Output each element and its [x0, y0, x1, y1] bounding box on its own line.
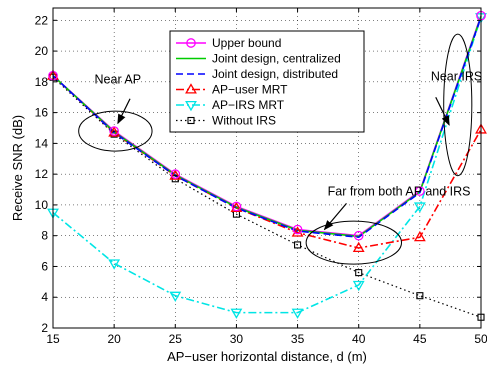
data-point-s3-p5 — [352, 241, 365, 253]
data-point-s4-p5 — [352, 280, 365, 292]
y-tick-label: 14 — [35, 136, 49, 150]
annotations: Near AP Far from both AP and IRS Near IRS — [78, 33, 482, 265]
series-markers — [47, 10, 487, 321]
legend-label-4: AP−IRS MRT — [212, 98, 285, 112]
annotation-ellipse-2 — [443, 33, 473, 177]
annotation-arrow-1 — [323, 202, 347, 231]
legend-box — [169, 30, 365, 133]
y-tick-label: 2 — [41, 321, 48, 335]
data-point-s4-p3 — [230, 308, 243, 319]
data-point-s5-p6 — [416, 292, 424, 300]
legend-marker-5 — [187, 116, 195, 125]
y-tick-label: 12 — [35, 167, 49, 181]
data-point-s3-p4 — [291, 226, 304, 237]
y-tick-label: 22 — [35, 13, 49, 27]
y-tick-label: 16 — [35, 106, 49, 120]
data-point-s4-p2 — [169, 291, 182, 303]
y-tick-label: 6 — [41, 259, 48, 273]
x-tick-label: 50 — [474, 332, 487, 346]
grid-lines — [53, 8, 481, 328]
series-lines — [52, 15, 482, 318]
y-tick-label: 20 — [35, 44, 49, 58]
x-tick-label: 20 — [107, 332, 121, 346]
data-point-s0-p3 — [231, 201, 242, 212]
x-tick-label: 30 — [230, 332, 244, 346]
axis-ticks: 15 20 25 30 35 40 45 50 2 4 6 8 10 12 14 16 18 20 22 — [35, 8, 487, 346]
legend-label-2: Joint design, distributed — [212, 67, 338, 81]
series-line-4 — [52, 16, 482, 314]
annotation-label-1: Far from both AP and IRS — [328, 185, 471, 199]
data-point-s4-p1 — [108, 259, 121, 270]
data-point-s3-p2 — [169, 169, 182, 180]
data-point-s4-p4 — [291, 308, 304, 319]
data-point-s5-p5 — [355, 269, 363, 277]
legend-marker-0 — [186, 38, 196, 48]
x-tick-label: 25 — [169, 332, 183, 346]
legend-label-0: Upper bound — [212, 36, 281, 50]
legend-label-5: Without IRS — [212, 114, 276, 128]
series-line-5 — [52, 76, 482, 318]
x-tick-label: 35 — [291, 332, 305, 346]
data-point-s5-p4 — [294, 241, 302, 249]
data-point-s3-p1 — [108, 126, 121, 137]
annotation-arrow-0 — [117, 98, 131, 125]
data-point-s4-p6 — [413, 202, 426, 213]
data-point-s3-p3 — [230, 201, 243, 213]
annotation-ellipse-0 — [78, 110, 153, 152]
y-axis-label: Receive SNR (dB) — [10, 115, 25, 221]
data-point-s0-p5 — [353, 230, 364, 241]
legend-marker-3 — [185, 83, 197, 94]
annotation-label-0: Near AP — [95, 72, 142, 86]
data-point-s0-p2 — [170, 169, 181, 180]
plot-frame — [52, 7, 482, 329]
y-tick-label: 8 — [41, 229, 48, 243]
annotation-label-2: Near IRS — [431, 69, 482, 83]
annotation-arrow-2 — [435, 96, 450, 126]
x-tick-label: 15 — [46, 332, 60, 346]
data-point-s0-p6 — [415, 186, 425, 196]
x-tick-label: 40 — [352, 332, 366, 346]
y-tick-label: 10 — [35, 198, 49, 212]
data-point-s0-p1 — [109, 126, 119, 136]
legend: Upper bound Joint design, centralizedJoin… — [169, 30, 365, 133]
y-tick-label: 18 — [35, 75, 49, 89]
data-point-s3-p6 — [413, 230, 426, 242]
x-axis-label: AP−user horizontal distance, d (m) — [167, 349, 367, 364]
legend-label-3: AP−user MRT — [212, 83, 288, 97]
legend-marker-4 — [185, 100, 197, 112]
legend-label-1: Joint design, centralized — [212, 52, 341, 66]
x-tick-label: 45 — [413, 332, 427, 346]
data-point-s0-p4 — [292, 224, 303, 235]
annotation-ellipse-1 — [305, 220, 403, 265]
y-tick-label: 4 — [41, 290, 48, 304]
